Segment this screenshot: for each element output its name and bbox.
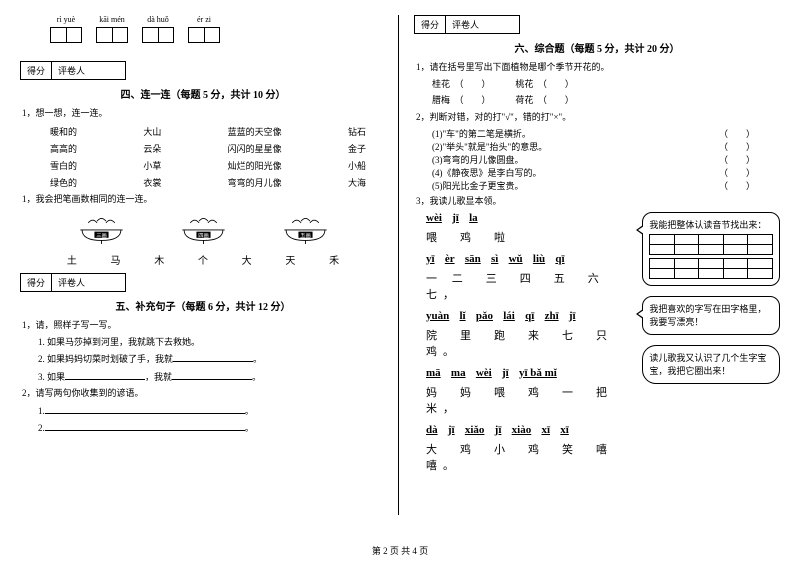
q5-1: 1，请，照样子写一写。 [22,319,386,333]
speech-bubble: 我把喜欢的字写在田字格里，我要写漂亮！ [642,296,780,335]
section4-title: 四、连一连（每题 5 分，共计 10 分） [20,86,386,101]
pinyin-line: mā ma wèi jī yī bǎ mǐ [426,367,634,379]
mini-grid [649,258,773,279]
judge-row: (3)弯弯的月儿像圆盘。（ ） [432,153,780,166]
cloud-bubble: 读儿歌我又认识了几个生字宝宝，我把它圈出来！ [642,345,780,384]
grid-cell [142,27,174,43]
grid-boxes [50,27,386,43]
svg-text:四画: 四画 [198,232,209,239]
q6-3: 3，我读儿歌显本领。 [416,195,780,209]
pinyin: kāi mén [96,15,128,24]
q5-s2: 2. 如果妈妈切菜时划破了手，我就。 [38,352,386,367]
score-label: 得分 [21,274,52,291]
q6-1: 1，请在括号里写出下面植物是哪个季节开花的。 [416,61,780,75]
q5-2: 2，请写两句你收集到的谚语。 [22,387,386,401]
basket-icon: 四画 [176,214,231,244]
q4-1: 1，想一想，连一连。 [22,107,386,121]
pinyin: ér zi [188,15,220,24]
grader-label: 评卷人 [52,62,125,79]
poem-side: 我能把整体认读音节找出来： 我把喜欢的字写在田字格里，我要写漂亮！ 读儿歌我又认… [642,212,780,481]
q5-s1: 1. 如果马莎掉到河里，我就跳下去救她。 [38,336,386,350]
pinyin-line: yuàn lǐ pǎo lái qī zhī jī [426,310,634,322]
judge-row: (4)《静夜思》是李白写的。（ ） [432,166,780,179]
stroke-images: 三画 四画 五画 [50,214,356,244]
plant-row: 桂花 （ ） 桃花 （ ） [432,78,780,92]
poem-main: wèi jī la 喂 鸡 啦 yī èr sān sì wǔ liù qī 一… [414,212,634,481]
basket-icon: 三画 [74,214,129,244]
match-row: 绿色的衣裳弯弯的月儿像大海 [50,176,366,189]
q6-2: 2，判断对错，对的打"√"，错的打"×"。 [416,111,780,125]
chinese-line: 一 二 三 四 五 六 七， [426,270,634,302]
pinyin-line: wèi jī la [426,212,634,224]
blank-line [172,370,252,380]
q4-2: 1，我会把笔画数相同的连一连。 [22,193,386,207]
blank-line [173,352,253,362]
basket-icon: 五画 [278,214,333,244]
blank-line [65,370,145,380]
match-row: 高高的云朵闪闪的星星像金子 [50,142,366,155]
right-column: 得分 评卷人 六、综合题（每题 5 分，共计 20 分） 1，请在括号里写出下面… [409,15,780,515]
score-box: 得分 评卷人 [414,15,520,34]
pinyin: rì yuè [50,15,82,24]
chinese-line: 喂 鸡 啦 [426,229,634,245]
chinese-line: 大 鸡 小 鸡 笑 嘻 嘻。 [426,441,634,473]
judge-row: (1)"车"的第二笔是横折。（ ） [432,127,780,140]
plant-row: 腊梅 （ ） 荷花 （ ） [432,94,780,108]
pinyin-labels: rì yuè kāi mén dà huǒ ér zi [50,15,386,24]
score-box: 得分 评卷人 [20,273,126,292]
section6-title: 六、综合题（每题 5 分，共计 20 分） [414,40,780,55]
q5-s3: 3. 如果，我就。 [38,370,386,385]
grid-cell [50,27,82,43]
svg-text:五画: 五画 [300,232,311,239]
grid-cell [96,27,128,43]
score-box: 得分 评卷人 [20,61,126,80]
q5-a1: 1.。 [38,404,386,419]
chinese-line: 院 里 跑 来 七 只 鸡。 [426,327,634,359]
bubble-text: 读儿歌我又认识了几个生字宝宝，我把它圈出来！ [649,352,773,377]
pinyin: dà huǒ [142,15,174,24]
score-label: 得分 [21,62,52,79]
left-column: rì yuè kāi mén dà huǒ ér zi 得分 评卷人 四、连一连… [20,15,399,515]
grid-cell [188,27,220,43]
pinyin-line: yī èr sān sì wǔ liù qī [426,253,634,265]
section5-title: 五、补充句子（每题 6 分，共计 12 分） [20,298,386,313]
match-row: 暖和的大山蓝蓝的天空像钻石 [50,125,366,138]
char-row: 土 马 木 个 大 天 禾 [50,252,356,267]
mini-grid [649,234,773,255]
blank-line [45,404,245,414]
q5-a2: 2.。 [38,421,386,436]
match-row: 雪白的小草灿烂的阳光像小船 [50,159,366,172]
speech-bubble: 我能把整体认读音节找出来： [642,212,780,287]
svg-text:三画: 三画 [96,232,107,239]
judge-row: (5)阳光比金子更宝贵。（ ） [432,179,780,192]
judge-row: (2)"举头"就是"抬头"的意思。（ ） [432,140,780,153]
bubble-text: 我把喜欢的字写在田字格里，我要写漂亮！ [649,303,773,328]
chinese-line: 妈 妈 喂 鸡 一 把 米， [426,384,634,416]
blank-line [45,421,245,431]
page-footer: 第 2 页 共 4 页 [0,544,800,557]
bubble-text: 我能把整体认读音节找出来： [649,219,773,232]
grader-label: 评卷人 [446,16,519,33]
grader-label: 评卷人 [52,274,125,291]
pinyin-line: dà jī xiǎo jī xiào xī xī [426,424,634,436]
score-label: 得分 [415,16,446,33]
